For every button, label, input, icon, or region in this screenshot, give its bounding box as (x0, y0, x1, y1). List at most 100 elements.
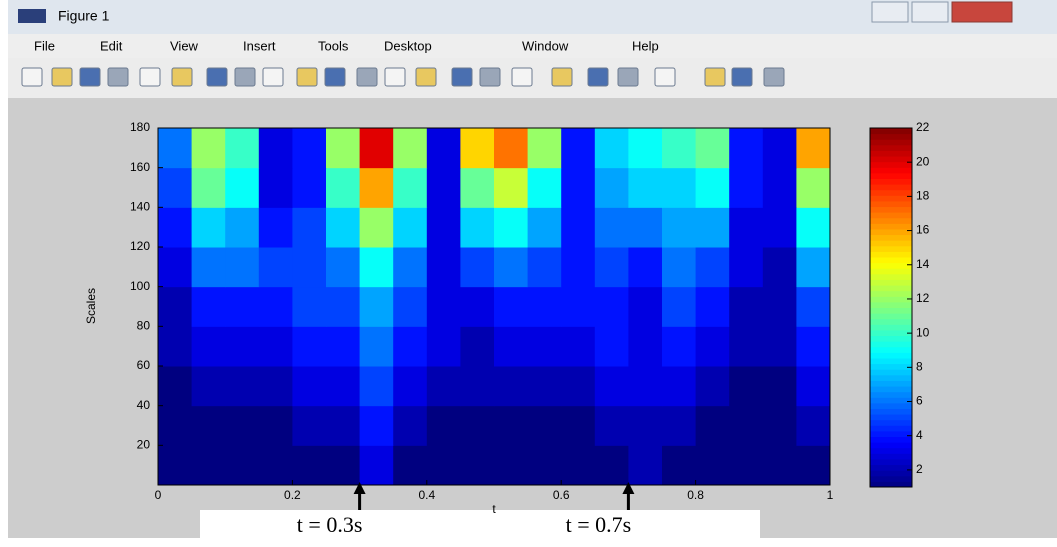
colorbar-swatch (870, 274, 912, 280)
heat-cell (628, 406, 662, 446)
heat-cell (796, 128, 830, 168)
x-tick-label: 0.6 (553, 488, 570, 502)
heat-cell (259, 207, 293, 247)
heat-cell (763, 445, 797, 485)
heat-cell (763, 366, 797, 406)
heat-cell (528, 326, 562, 366)
heat-cell (158, 326, 192, 366)
heat-cell (494, 207, 528, 247)
toolbar-button[interactable] (452, 68, 472, 86)
menu-item[interactable]: View (170, 38, 199, 53)
colorbar-swatch (870, 308, 912, 314)
heat-cell (796, 247, 830, 287)
heat-cell (393, 445, 427, 485)
colorbar-swatch (870, 201, 912, 207)
colorbar-swatch (870, 195, 912, 201)
colorbar-tick-label: 6 (916, 394, 923, 408)
y-tick-label: 140 (130, 200, 150, 214)
heat-cell (460, 406, 494, 446)
heat-cell (192, 207, 226, 247)
toolbar-button[interactable] (263, 68, 283, 86)
heat-cell (393, 366, 427, 406)
heat-cell (158, 406, 192, 446)
x-tick-label: 1 (827, 488, 834, 502)
colorbar-tick-label: 20 (916, 154, 930, 168)
menu-item[interactable]: Tools (318, 38, 349, 53)
heat-cell (628, 247, 662, 287)
heat-cell (763, 406, 797, 446)
heat-cell (427, 207, 461, 247)
menu-item[interactable]: Edit (100, 38, 123, 53)
heat-cell (729, 168, 763, 208)
heat-cell (192, 445, 226, 485)
colorbar-swatch (870, 134, 912, 140)
colorbar-swatch (870, 218, 912, 224)
toolbar-button[interactable] (22, 68, 42, 86)
toolbar-button[interactable] (705, 68, 725, 86)
heat-cell (494, 128, 528, 168)
heat-cell (360, 247, 394, 287)
colorbar-swatch (870, 425, 912, 431)
toolbar-button[interactable] (385, 68, 405, 86)
heat-cell (528, 445, 562, 485)
heat-cell (528, 128, 562, 168)
menu-item[interactable]: Insert (243, 38, 276, 53)
colorbar-swatch (870, 386, 912, 392)
colorbar-swatch (870, 442, 912, 448)
toolbar-button[interactable] (172, 68, 192, 86)
toolbar-button[interactable] (552, 68, 572, 86)
minimize-button[interactable] (872, 2, 908, 22)
heat-cell (796, 207, 830, 247)
heat-cell (561, 445, 595, 485)
colorbar-swatch (870, 313, 912, 319)
heat-cell (696, 287, 730, 327)
y-tick-label: 60 (137, 358, 151, 372)
toolbar-button[interactable] (325, 68, 345, 86)
toolbar-button[interactable] (140, 68, 160, 86)
toolbar-button[interactable] (80, 68, 100, 86)
heat-cell (796, 366, 830, 406)
toolbar-button[interactable] (297, 68, 317, 86)
toolbar-button[interactable] (588, 68, 608, 86)
heat-cell (192, 287, 226, 327)
heat-cell (427, 128, 461, 168)
heat-cell (360, 406, 394, 446)
heat-cell (460, 326, 494, 366)
heat-cell (360, 168, 394, 208)
heat-cell (729, 406, 763, 446)
heat-cell (259, 247, 293, 287)
colorbar-swatch (870, 178, 912, 184)
menu-item[interactable]: Desktop (384, 38, 432, 53)
toolbar-button[interactable] (357, 68, 377, 86)
menu-item[interactable]: Help (632, 38, 659, 53)
heat-cell (460, 207, 494, 247)
toolbar-button[interactable] (618, 68, 638, 86)
toolbar-button[interactable] (207, 68, 227, 86)
menu-item[interactable]: File (34, 38, 55, 53)
heat-cell (393, 406, 427, 446)
colorbar-swatch (870, 319, 912, 325)
toolbar-button[interactable] (764, 68, 784, 86)
colorbar-swatch (870, 364, 912, 370)
close-button[interactable] (952, 2, 1012, 22)
maximize-button[interactable] (912, 2, 948, 22)
heat-cell (158, 207, 192, 247)
colorbar-swatch (870, 397, 912, 403)
heat-cell (494, 326, 528, 366)
toolbar-button[interactable] (235, 68, 255, 86)
toolbar-button[interactable] (416, 68, 436, 86)
heat-cell (427, 168, 461, 208)
menu-item[interactable]: Window (522, 38, 569, 53)
colorbar-swatch (870, 235, 912, 241)
toolbar-button[interactable] (480, 68, 500, 86)
toolbar-button[interactable] (512, 68, 532, 86)
toolbar-button[interactable] (52, 68, 72, 86)
toolbar-button[interactable] (655, 68, 675, 86)
toolbar-button[interactable] (108, 68, 128, 86)
colorbar-swatch (870, 465, 912, 471)
heat-cell (662, 247, 696, 287)
heat-cell (796, 326, 830, 366)
heat-cell (729, 366, 763, 406)
toolbar-button[interactable] (732, 68, 752, 86)
colorbar-swatch (870, 453, 912, 459)
